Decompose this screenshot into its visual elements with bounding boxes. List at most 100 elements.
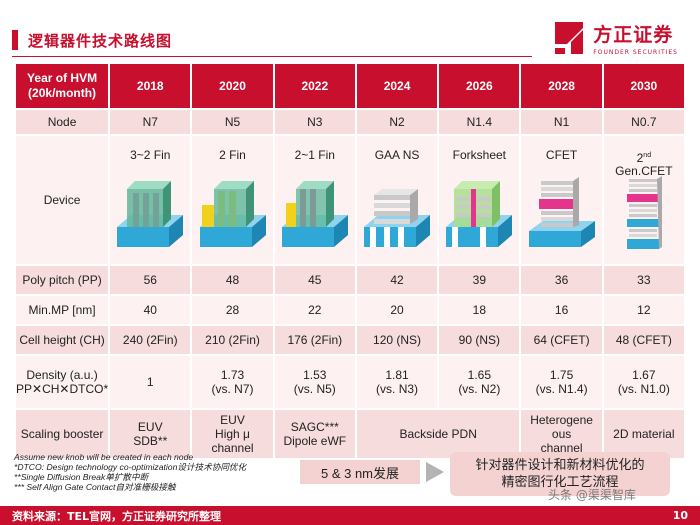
- footnote: *DTCO: Design technology co-optimization…: [14, 462, 247, 472]
- density-cell: 1: [110, 356, 191, 408]
- scaling-cell-2022: SAGC*** Dipole eWF: [274, 410, 355, 458]
- cell-height-cell: 120 (NS): [356, 326, 438, 354]
- node-cell: N5: [192, 110, 273, 134]
- scaling-booster-label: Scaling booster: [16, 410, 109, 458]
- callout-line: 针对器件设计和新材料优化的: [475, 458, 645, 473]
- callout-line: 精密图行化工艺流程: [501, 475, 619, 490]
- logic-roadmap-table: Year of HVM (20k/month) 2018 2020 2022 2…: [14, 62, 686, 460]
- density-row: Density (a.u.) PP✕CH✕DTCO* 1 1.73 (vs. N7)…: [16, 356, 684, 408]
- device-cell-2028: CFET: [521, 136, 602, 264]
- title-accent: [12, 30, 18, 50]
- watermark: 头条 @渠渠智库: [548, 488, 636, 502]
- poly-pitch-cell: 48: [192, 266, 273, 294]
- device-type: 3~2 Fin: [130, 148, 171, 162]
- node-cell: N1.4: [439, 110, 520, 134]
- cfet-illustration: [528, 177, 595, 247]
- node-cell: N7: [110, 110, 191, 134]
- header-label: Year of HVM (20k/month): [16, 64, 109, 108]
- scaling-cell-2024-2026: Backside PDN: [356, 410, 520, 458]
- founder-logo-icon: [549, 18, 589, 58]
- callout-5-3nm: 5 & 3 nm发展: [300, 460, 420, 484]
- device-cell-2026: Forksheet: [439, 136, 520, 264]
- min-mp-cell: 18: [439, 296, 520, 324]
- cell-height-cell: 90 (NS): [439, 326, 520, 354]
- footer-bar: 资料来源：TEL官网，方正证券研究所整理 10: [0, 506, 700, 525]
- device-type: 2 Fin: [219, 148, 246, 162]
- min-mp-row: Min.MP [nm] 40 28 22 20 18 16 12: [16, 296, 684, 324]
- scaling-cell-2028: Heterogene ous channel: [521, 410, 602, 458]
- cell-height-cell: 64 (CFET): [521, 326, 602, 354]
- density-cell: 1.67 (vs. N1.0): [603, 356, 684, 408]
- density-label: Density (a.u.) PP✕CH✕DTCO*: [16, 356, 109, 408]
- poly-pitch-cell: 33: [603, 266, 684, 294]
- arrow-right-icon: [426, 462, 444, 482]
- device-cell-2020: 2 Fin: [192, 136, 273, 264]
- year-2024: 2024: [356, 64, 438, 108]
- footnote: *** Self Align Gate Contact自对准栅极接触: [14, 482, 176, 492]
- page-title: 逻辑器件技术路线图: [28, 31, 173, 50]
- poly-pitch-cell: 56: [110, 266, 191, 294]
- poly-pitch-cell: 39: [439, 266, 520, 294]
- gaa-nanosheet-illustration: [364, 189, 431, 247]
- cell-height-cell: 48 (CFET): [603, 326, 684, 354]
- cell-height-cell: 240 (2Fin): [110, 326, 191, 354]
- density-cell: 1.75 (vs. N1.4): [521, 356, 602, 408]
- cell-height-cell: 210 (2Fin): [192, 326, 273, 354]
- year-2026: 2026: [439, 64, 520, 108]
- cfet-2nd-gen-illustration: [626, 176, 662, 249]
- poly-pitch-cell: 45: [274, 266, 355, 294]
- device-cell-2024: GAA NS: [356, 136, 438, 264]
- device-type: GAA NS: [374, 148, 420, 162]
- footnote: **Single Diffusion Break单扩散中断: [14, 472, 149, 482]
- device-type: 2nd Gen.CFET: [615, 151, 673, 178]
- finfet-3fin-illustration: [117, 181, 184, 247]
- density-cell: 1.73 (vs. N7): [192, 356, 273, 408]
- device-row: Device 3~2 Fin 2 Fin: [16, 136, 684, 264]
- node-cell: N0.7: [603, 110, 684, 134]
- device-cell-2030: 2nd Gen.CFET: [603, 136, 684, 264]
- cell-height-cell: 176 (2Fin): [274, 326, 355, 354]
- scaling-cell-2020: EUV High μ channel: [192, 410, 273, 458]
- min-mp-cell: 28: [192, 296, 273, 324]
- node-cell: N1: [521, 110, 602, 134]
- scaling-cell-2030: 2D material: [603, 410, 684, 458]
- node-row: Node N7 N5 N3 N2 N1.4 N1 N0.7: [16, 110, 684, 134]
- density-cell: 1.65 (vs. N2): [439, 356, 520, 408]
- page-number: 10: [672, 509, 688, 522]
- node-label: Node: [16, 110, 109, 134]
- logo-name-en: FOUNDER SECURITIES: [593, 49, 678, 56]
- min-mp-cell: 12: [603, 296, 684, 324]
- scaling-cell-2018: EUV SDB**: [110, 410, 191, 458]
- min-mp-cell: 16: [521, 296, 602, 324]
- callout-patterning: 针对器件设计和新材料优化的 精密图行化工艺流程: [450, 452, 670, 496]
- device-cell-2022: 2~1 Fin: [274, 136, 355, 264]
- title-bar: 逻辑器件技术路线图: [0, 28, 172, 52]
- source-note: 资料来源：TEL官网，方正证券研究所整理: [12, 509, 222, 523]
- min-mp-cell: 20: [356, 296, 438, 324]
- founder-logo: 方正证券 FOUNDER SECURITIES: [549, 18, 678, 58]
- cell-height-label: Cell height (CH): [16, 326, 109, 354]
- year-2020: 2020: [192, 64, 273, 108]
- min-mp-cell: 40: [110, 296, 191, 324]
- poly-pitch-cell: 42: [356, 266, 438, 294]
- year-2018: 2018: [110, 64, 191, 108]
- node-cell: N3: [274, 110, 355, 134]
- finfet-1fin-illustration: [281, 181, 348, 247]
- header-row: Year of HVM (20k/month) 2018 2020 2022 2…: [16, 64, 684, 108]
- node-cell: N2: [356, 110, 438, 134]
- scaling-booster-row: Scaling booster EUV SDB** EUV High μ channe…: [16, 410, 684, 458]
- title-divider: [12, 56, 532, 57]
- poly-pitch-cell: 36: [521, 266, 602, 294]
- density-cell: 1.53 (vs. N5): [274, 356, 355, 408]
- poly-pitch-row: Poly pitch (PP) 56 48 45 42 39 36 33: [16, 266, 684, 294]
- min-mp-cell: 22: [274, 296, 355, 324]
- footnotes: Assume new knob will be created in each …: [14, 452, 246, 492]
- year-2030: 2030: [603, 64, 684, 108]
- device-type: Forksheet: [452, 148, 506, 162]
- logo-name-cn: 方正证券: [593, 24, 674, 46]
- cell-height-row: Cell height (CH) 240 (2Fin) 210 (2Fin) 1…: [16, 326, 684, 354]
- year-2022: 2022: [274, 64, 355, 108]
- finfet-2fin-illustration: [199, 181, 266, 247]
- footnote: Assume new knob will be created in each …: [14, 452, 194, 462]
- device-type: CFET: [545, 148, 578, 162]
